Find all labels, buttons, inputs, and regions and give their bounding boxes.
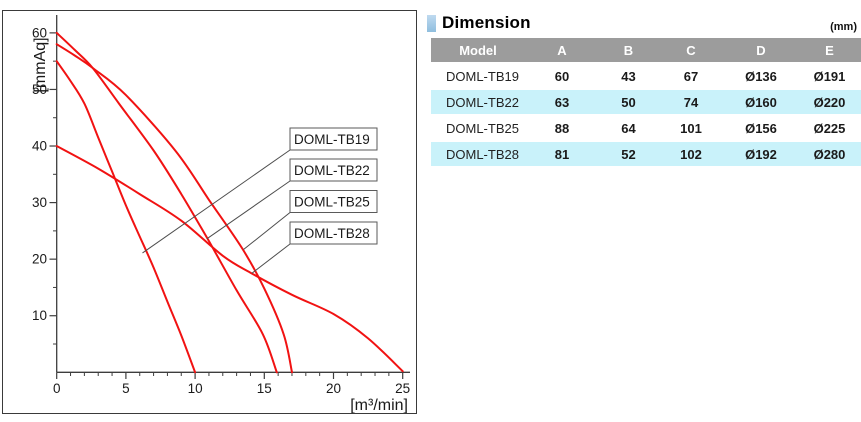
callout-leader-doml-tb22 <box>206 180 291 240</box>
section-bullet-icon <box>427 15 436 32</box>
x-tick-label: 20 <box>326 381 341 396</box>
callout-label-doml-tb28: DOML-TB28 <box>294 226 370 241</box>
callout-box-doml-tb19 <box>289 127 378 151</box>
x-tick-label: 25 <box>395 381 410 396</box>
model-name: DOML-TB22 <box>446 94 519 110</box>
y-tick-label: 20 <box>32 252 47 267</box>
dim-b: 43 <box>621 68 636 84</box>
x-axis-label: [m³/min] <box>350 397 408 413</box>
callout-leader-doml-tb25 <box>243 212 291 250</box>
y-axis-label: [mmAq] <box>32 37 49 92</box>
dim-a: 63 <box>554 94 570 110</box>
model-name: DOML-TB19 <box>446 68 519 84</box>
pump-curve-chart: 10 20 30 40 50 60 0 5 10 15 20 25 [mmAq] [m³/min] DOML… <box>32 15 410 413</box>
curve-doml-tb19 <box>55 60 197 374</box>
dimension-title-row: Dimension (mm) <box>427 12 861 33</box>
table-header-row: Model A B C D E <box>431 38 861 62</box>
dim-c: 102 <box>680 146 702 162</box>
dim-b: 50 <box>621 94 636 110</box>
curve-doml-tb22 <box>55 31 278 374</box>
dim-e: Ø220 <box>813 94 846 110</box>
col-header-model: Model <box>459 42 497 58</box>
dim-e: Ø191 <box>813 68 846 84</box>
callout-box-doml-tb22 <box>289 158 378 182</box>
dim-b: 64 <box>621 120 636 136</box>
y-tick-label: 30 <box>32 195 47 210</box>
section-title: Dimension <box>442 13 531 32</box>
dim-a: 88 <box>554 120 570 136</box>
unit-label: (mm) <box>830 21 857 33</box>
table-row: DOML-TB28 81 52 102 Ø192 Ø280 <box>431 142 861 166</box>
callout-label-doml-tb25: DOML-TB25 <box>294 195 370 210</box>
col-header-e: E <box>825 42 834 58</box>
dim-d: Ø156 <box>745 120 777 136</box>
dim-e: Ø225 <box>813 120 846 136</box>
x-tick-label: 10 <box>188 381 203 396</box>
dim-c: 74 <box>683 94 699 110</box>
dim-d: Ø192 <box>745 146 777 162</box>
x-tick-label: 0 <box>53 381 61 396</box>
dim-c: 101 <box>680 120 702 136</box>
dim-a: 81 <box>554 146 570 162</box>
dim-e: Ø280 <box>813 146 846 162</box>
y-tick-label: 50 <box>32 82 47 97</box>
curve-doml-tb25 <box>55 43 293 374</box>
callout-leader-doml-tb19 <box>142 149 291 254</box>
table-row: DOML-TB25 88 64 101 Ø156 Ø225 <box>431 116 861 140</box>
dim-d: Ø136 <box>745 68 777 84</box>
curve-doml-tb28 <box>55 145 404 373</box>
table-row: DOML-TB22 63 50 74 Ø160 Ø220 <box>431 90 861 114</box>
dim-b: 52 <box>621 146 636 162</box>
model-name: DOML-TB25 <box>446 120 519 136</box>
table-row: DOML-TB19 60 43 67 Ø136 Ø191 <box>431 64 861 88</box>
y-tick-label: 10 <box>32 308 47 323</box>
col-header-a: A <box>557 42 567 58</box>
dim-c: 67 <box>683 68 699 84</box>
callout-box-doml-tb25 <box>289 190 378 213</box>
col-header-c: C <box>686 42 696 58</box>
dim-d: Ø160 <box>745 94 777 110</box>
dimension-section: Dimension (mm) Model A B C D E DOML-TB19… <box>427 12 861 168</box>
x-tick-label: 15 <box>257 381 272 396</box>
dimension-table: Model A B C D E DOML-TB19 60 43 67 Ø136 … <box>431 38 861 166</box>
x-tick-label: 5 <box>122 381 130 396</box>
y-tick-label: 40 <box>32 139 47 154</box>
model-name: DOML-TB28 <box>446 146 519 162</box>
callout-leader-doml-tb28 <box>251 243 291 274</box>
callout-box-doml-tb28 <box>289 221 378 245</box>
pump-curve-chart-panel: 10 20 30 40 50 60 0 5 10 15 20 25 [mmAq] [m³/min] DOML… <box>2 10 417 414</box>
dim-a: 60 <box>554 68 570 84</box>
callout-label-doml-tb19: DOML-TB19 <box>294 132 370 147</box>
callout-label-doml-tb22: DOML-TB22 <box>294 163 370 178</box>
col-header-b: B <box>623 42 634 58</box>
col-header-d: D <box>756 42 766 58</box>
y-tick-label: 60 <box>32 25 47 40</box>
